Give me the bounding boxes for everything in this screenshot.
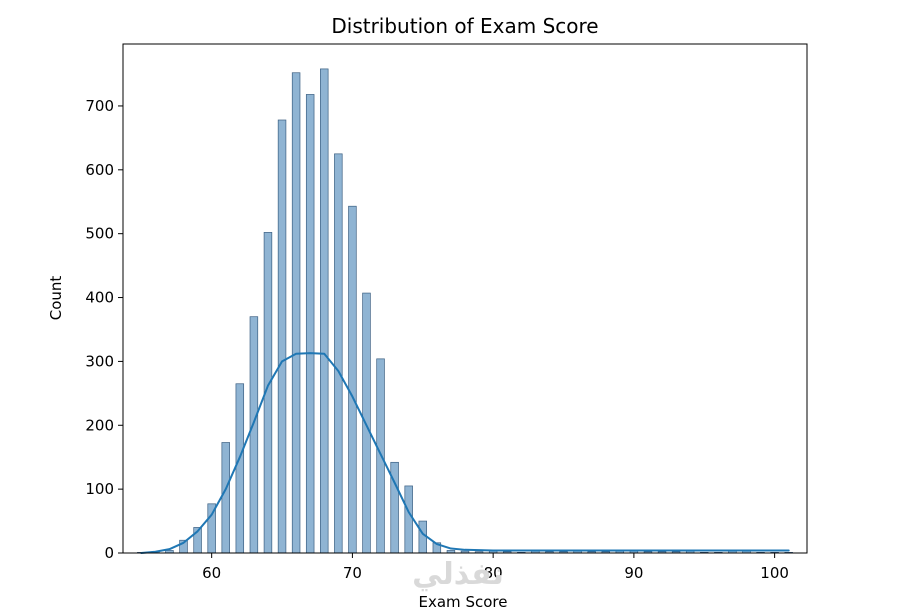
y-tick-label: 400 [85,289,114,307]
y-tick-label: 500 [85,225,114,243]
x-tick-label: 70 [343,564,362,582]
y-tick-label: 0 [104,544,114,562]
histogram-bar [334,153,343,554]
kde-layer [140,352,790,554]
x-axis-label: Exam Score [419,593,508,611]
histogram-bar [404,485,413,554]
histogram-bar [320,68,329,554]
x-tick-label: 60 [202,564,221,582]
x-axis-ticks: 60 70 80 90 100 [202,553,789,582]
y-tick-label: 300 [85,352,114,370]
histogram-bar [249,316,259,554]
y-tick-label: 100 [85,480,114,498]
histogram-bar [305,94,315,554]
chart-title: Distribution of Exam Score [331,14,598,38]
histogram-bar [348,205,357,554]
y-axis-label: Count [47,276,65,321]
histogram-bar [235,383,245,554]
plot-frame [122,43,808,554]
histogram-bar [291,72,301,554]
y-tick-label: 700 [85,97,114,115]
watermark-logo: نفذلي [412,557,504,592]
x-tick-label: 90 [624,564,643,582]
x-tick-label: 80 [484,564,503,582]
histogram-bar [277,119,287,554]
y-tick-label: 600 [85,161,114,179]
y-axis-ticks: 0 100 200 300 400 500 600 700 [85,97,123,562]
kde-line [140,352,790,554]
histogram-bar [221,442,230,554]
y-tick-label: 200 [85,416,114,434]
x-tick-label: 100 [760,564,789,582]
